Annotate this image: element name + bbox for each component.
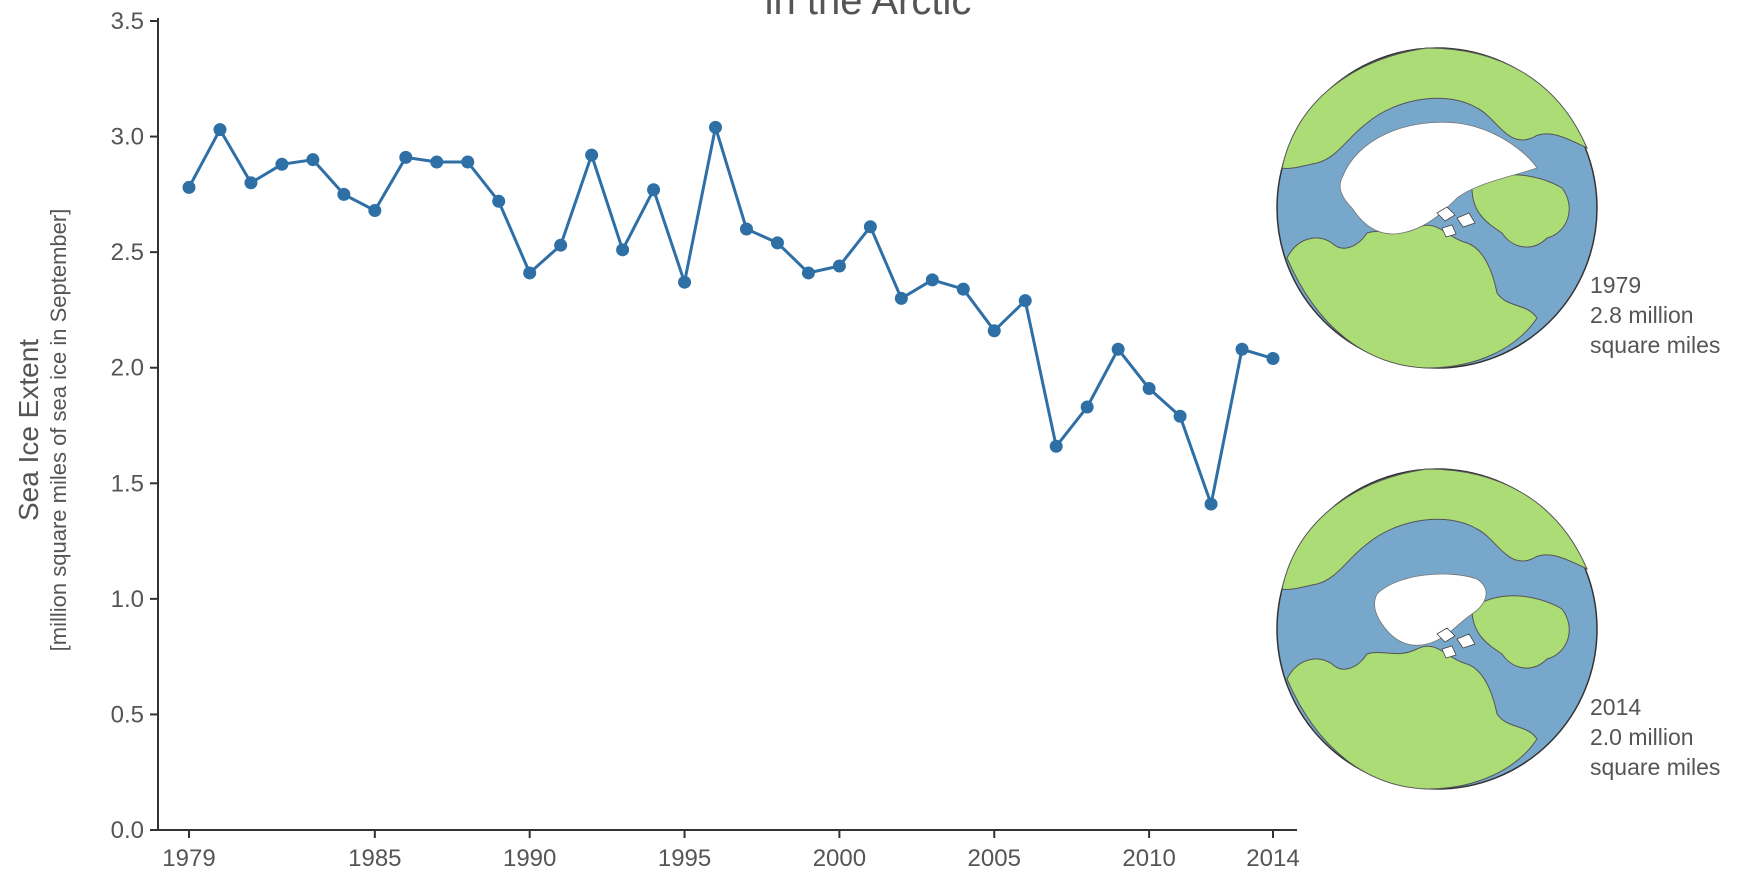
y-tick-label: 0.0 <box>111 817 144 844</box>
x-tick-label: 2005 <box>968 845 1021 872</box>
data-point <box>925 273 939 287</box>
x-tick-label: 1979 <box>162 845 215 872</box>
x-tick-label: 2014 <box>1246 845 1299 872</box>
arctic-map-1979 <box>1276 47 1598 369</box>
map-value-1979: 2.8 million <box>1590 302 1694 328</box>
data-point <box>1080 400 1094 414</box>
data-point <box>399 150 413 164</box>
data-point <box>1111 342 1125 356</box>
x-tick-label: 1990 <box>503 845 556 872</box>
data-point <box>585 148 599 162</box>
data-point <box>1173 409 1187 423</box>
chart-title: in the Arctic <box>765 0 972 23</box>
y-axis-title: Sea Ice Extent <box>13 339 44 521</box>
data-point <box>492 194 506 208</box>
x-tick-label: 2010 <box>1122 845 1175 872</box>
y-axis-subtitle: [million square miles of sea ice in Sept… <box>46 209 71 652</box>
data-point <box>554 238 568 252</box>
data-point <box>461 155 475 169</box>
y-tick-label: 2.5 <box>111 239 144 266</box>
data-point <box>709 120 723 134</box>
data-point <box>337 187 351 201</box>
y-ticks: 0.0 0.5 1.0 1.5 2.0 2.5 3.0 3.5 <box>111 8 158 844</box>
data-point <box>832 259 846 273</box>
data-point <box>306 153 320 167</box>
data-point <box>368 204 382 218</box>
map-year-1979: 1979 <box>1590 272 1642 298</box>
data-point <box>956 282 970 296</box>
data-point <box>213 123 227 137</box>
data-point <box>244 176 258 190</box>
data-point <box>430 155 444 169</box>
data-point <box>678 275 692 289</box>
map-unit-2014: square miles <box>1590 754 1721 780</box>
data-point <box>616 243 630 257</box>
data-point <box>863 220 877 234</box>
data-point <box>987 324 1001 338</box>
series-sea-ice-extent <box>182 120 1280 511</box>
map-value-2014: 2.0 million <box>1590 724 1694 750</box>
data-point <box>1049 439 1063 453</box>
map-unit-1979: square miles <box>1590 332 1721 358</box>
x-tick-label: 1995 <box>658 845 711 872</box>
data-point <box>770 236 784 250</box>
data-point <box>1235 342 1249 356</box>
data-point <box>1018 294 1032 308</box>
map-label-1979: 1979 2.8 million square miles <box>1590 270 1720 360</box>
map-year-2014: 2014 <box>1590 694 1642 720</box>
data-point <box>1204 497 1218 511</box>
data-point <box>647 183 661 197</box>
y-tick-label: 3.5 <box>111 8 144 35</box>
data-point <box>1266 351 1280 365</box>
y-tick-label: 2.0 <box>111 355 144 382</box>
y-tick-label: 1.5 <box>111 470 144 497</box>
data-point <box>894 291 908 305</box>
y-tick-label: 3.0 <box>111 124 144 151</box>
data-point <box>739 222 753 236</box>
map-label-2014: 2014 2.0 million square miles <box>1590 692 1720 782</box>
arctic-map-2014 <box>1276 468 1598 790</box>
y-tick-label: 1.0 <box>111 586 144 613</box>
x-tick-label: 1985 <box>348 845 401 872</box>
y-tick-label: 0.5 <box>111 701 144 728</box>
data-point <box>182 180 196 194</box>
data-point <box>801 266 815 280</box>
data-point <box>523 266 537 280</box>
x-ticks: 1979 1985 1990 1995 2000 2005 2010 2014 <box>162 830 1300 872</box>
data-point <box>275 157 289 171</box>
series-line <box>187 125 1274 506</box>
x-tick-label: 2000 <box>813 845 866 872</box>
data-point <box>1142 382 1156 396</box>
